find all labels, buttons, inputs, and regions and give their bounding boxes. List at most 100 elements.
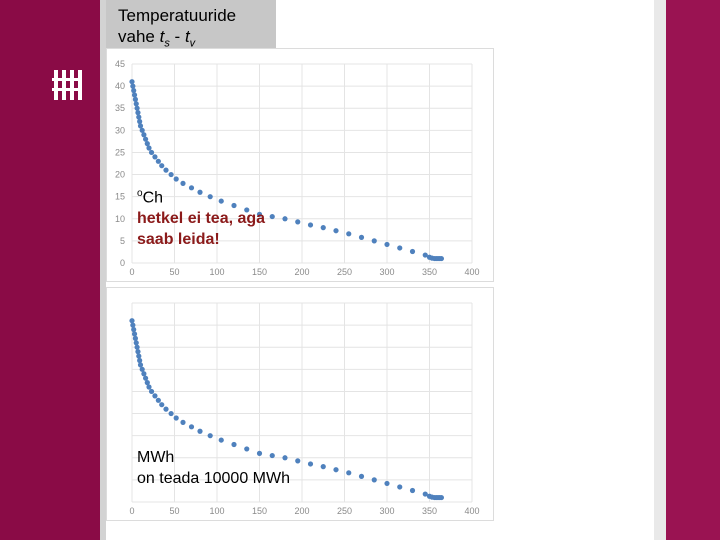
data-point — [139, 127, 145, 133]
data-point — [307, 222, 314, 228]
data-point — [143, 136, 149, 142]
x-tick-label: 50 — [169, 267, 179, 277]
x-tick-label: 100 — [209, 506, 224, 516]
title-sep: - — [169, 27, 185, 46]
left-divider-band — [100, 0, 106, 540]
data-point — [295, 458, 301, 464]
x-tick-label: 400 — [464, 506, 479, 516]
slide-title-box: Temperatuuride vahe ts - tv — [106, 0, 276, 49]
data-point — [131, 326, 137, 333]
x-tick-label: 200 — [294, 267, 309, 277]
data-point — [143, 375, 149, 381]
title-line2-prefix: vahe — [118, 27, 160, 46]
data-point — [371, 477, 377, 483]
data-point — [422, 491, 428, 497]
x-tick-label: 300 — [379, 267, 394, 277]
data-point — [137, 118, 143, 125]
data-point — [144, 141, 150, 147]
data-point — [173, 415, 179, 421]
left-color-band — [0, 0, 100, 540]
data-point — [384, 241, 390, 248]
data-point — [136, 353, 142, 359]
energy-unit-label: MWh — [137, 449, 175, 466]
data-point — [133, 340, 139, 346]
data-point — [152, 154, 158, 160]
data-point — [188, 185, 195, 191]
data-point — [346, 470, 352, 476]
data-point — [137, 123, 144, 129]
x-tick-label: 400 — [464, 267, 479, 277]
data-point — [358, 234, 365, 240]
data-point — [134, 344, 140, 350]
university-logo-icon — [52, 70, 82, 100]
y-tick-label: 20 — [115, 170, 125, 180]
data-point — [133, 101, 139, 107]
data-point — [130, 83, 136, 89]
y-tick-label: 45 — [115, 59, 125, 69]
data-point — [256, 450, 263, 456]
data-point — [180, 180, 186, 186]
data-point — [218, 437, 224, 443]
data-point — [134, 105, 140, 111]
data-point — [397, 245, 403, 251]
energy-plot: 0 50 100 150 200 250 300 350 400 — [129, 302, 480, 516]
data-point — [137, 357, 143, 364]
data-point — [146, 384, 152, 390]
data-point — [131, 87, 137, 94]
x-tick-label: 200 — [294, 506, 309, 516]
title-tv: t — [184, 27, 190, 46]
title-ts: t — [159, 27, 165, 46]
data-point — [218, 198, 224, 204]
data-point — [135, 349, 141, 355]
right-light-band — [654, 0, 666, 540]
data-point — [333, 467, 339, 473]
x-tick-label: 50 — [169, 506, 179, 516]
data-point — [152, 393, 158, 399]
data-point — [358, 473, 365, 479]
y-tick-label: 25 — [115, 147, 125, 157]
data-point — [168, 410, 174, 417]
data-point — [197, 189, 203, 195]
slide-title: Temperatuuride vahe ts - tv — [118, 5, 236, 54]
data-point — [132, 96, 138, 102]
data-point — [384, 480, 390, 487]
y-tick-label: 15 — [115, 192, 125, 202]
data-point — [155, 158, 161, 164]
unit-annotation: oCh hetkel ei tea, aga saab leida! — [137, 183, 265, 250]
data-point — [333, 228, 339, 234]
data-point — [307, 461, 314, 467]
data-point — [269, 213, 275, 220]
data-point — [130, 322, 136, 328]
y-tick-label: 30 — [115, 125, 125, 135]
data-point — [146, 145, 152, 151]
y-tick-label: 5 — [120, 236, 125, 246]
data-point — [188, 424, 195, 430]
data-point — [282, 216, 288, 222]
data-point — [129, 79, 135, 85]
unit-label: Ch — [142, 189, 164, 207]
right-color-band — [666, 0, 720, 540]
data-point — [131, 331, 138, 337]
data-point — [422, 252, 428, 258]
y-tick-label: 35 — [115, 103, 125, 113]
x-tick-label: 250 — [337, 267, 352, 277]
data-point — [137, 362, 144, 368]
data-point — [371, 238, 377, 244]
data-point — [282, 455, 288, 461]
data-point — [163, 406, 169, 412]
data-point — [132, 335, 138, 341]
x-tick-label: 350 — [422, 267, 437, 277]
y-tick-label: 40 — [115, 81, 125, 91]
data-point — [269, 452, 275, 459]
unknown-note-line2: saab leida! — [137, 231, 220, 249]
data-point — [159, 402, 165, 408]
data-point — [135, 110, 141, 116]
data-point — [295, 219, 301, 225]
data-point — [256, 211, 263, 217]
data-point — [159, 163, 165, 169]
x-tick-label: 150 — [252, 506, 267, 516]
data-point — [244, 446, 250, 452]
data-point — [320, 225, 326, 231]
data-point — [141, 132, 147, 138]
title-line1: Temperatuuride — [118, 6, 237, 25]
